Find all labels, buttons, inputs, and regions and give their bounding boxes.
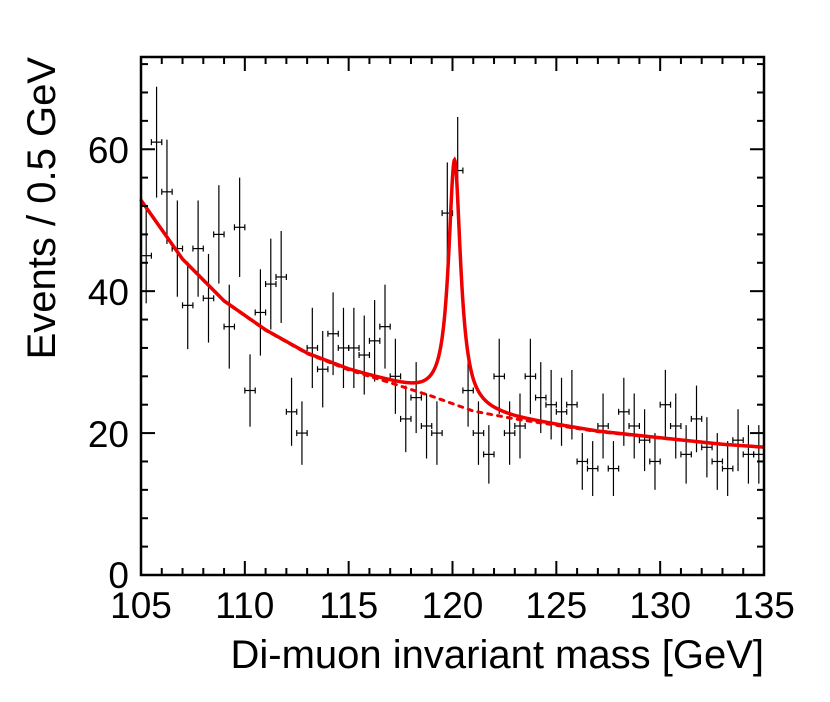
- data-point: [607, 441, 620, 497]
- x-tick-label: 110: [215, 585, 274, 626]
- data-point: [649, 433, 661, 490]
- data-point: [275, 230, 287, 323]
- data-point: [337, 307, 350, 389]
- data-point: [659, 369, 672, 440]
- data-point: [597, 393, 609, 459]
- data-point: [483, 425, 495, 484]
- data-point: [545, 369, 557, 440]
- signal-plus-background-fit-line: [139, 156, 765, 449]
- x-tick-label: 125: [525, 585, 587, 626]
- data-point: [244, 354, 256, 427]
- y-axis-label: Events / 0.5 GeV: [20, 57, 64, 360]
- data-point: [680, 425, 692, 484]
- data-point: [586, 441, 599, 497]
- x-tick-label: 115: [319, 585, 378, 626]
- data-point: [223, 284, 236, 369]
- data-point: [514, 393, 526, 459]
- data-point: [420, 393, 433, 459]
- y-axis-tick-labels: 0 20 40 60: [88, 130, 129, 596]
- data-point: [462, 354, 474, 427]
- data-point: [431, 401, 443, 465]
- data-point: [399, 385, 412, 453]
- plot-area: [139, 86, 766, 497]
- data-point: [213, 185, 225, 284]
- data-point: [701, 417, 713, 478]
- axis-ticks: [140, 57, 765, 576]
- x-tick-label: 105: [110, 585, 172, 626]
- x-tick-label: 135: [733, 585, 795, 626]
- data-point: [265, 238, 277, 330]
- plot-frame: [139, 55, 766, 577]
- data-point: [358, 315, 371, 395]
- x-tick-label: 120: [422, 585, 484, 626]
- data-point: [721, 441, 734, 497]
- y-tick-label: 40: [88, 272, 129, 313]
- data-point: [285, 377, 298, 446]
- y-tick-label: 20: [88, 414, 129, 455]
- data-point: [628, 393, 641, 459]
- data-point: [379, 284, 391, 369]
- data-point: [161, 139, 173, 244]
- data-point: [389, 338, 402, 414]
- data-point: [254, 269, 267, 356]
- data-point: [150, 86, 163, 198]
- data-point: [296, 401, 308, 465]
- data-point: [732, 409, 744, 472]
- x-tick-label: 130: [629, 585, 691, 626]
- data-point: [140, 208, 152, 304]
- data-point: [555, 377, 568, 446]
- data-point: [410, 362, 422, 434]
- data-point: [233, 177, 246, 277]
- x-axis-label: Di-muon invariant mass [GeV]: [230, 633, 764, 677]
- data-point: [181, 261, 194, 350]
- data-point: [368, 300, 381, 382]
- data-point: [348, 307, 360, 389]
- x-axis-tick-labels: 105 110 115 120 125 130 135: [110, 585, 795, 626]
- data-point: [192, 200, 204, 297]
- data-point: [669, 393, 682, 459]
- y-tick-label: 0: [108, 555, 129, 596]
- data-point: [493, 338, 506, 414]
- y-tick-label: 60: [88, 130, 129, 171]
- data-point: [576, 433, 589, 490]
- data-point: [638, 409, 651, 472]
- data-point: [316, 331, 329, 408]
- data-point: [202, 253, 215, 343]
- data-point: [524, 338, 537, 414]
- data-point: [306, 307, 319, 389]
